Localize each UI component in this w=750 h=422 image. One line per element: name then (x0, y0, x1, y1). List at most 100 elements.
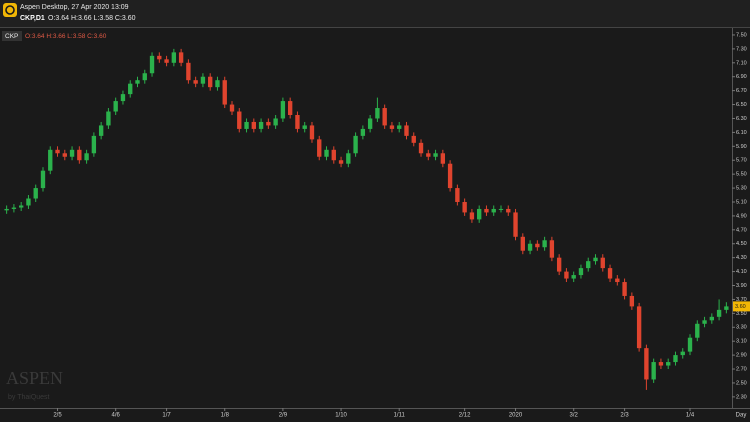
candle-body (91, 135, 97, 154)
candle-body (600, 257, 605, 269)
x-axis-label: Day (736, 413, 747, 419)
candle-body (513, 212, 518, 237)
candle-body (455, 188, 460, 202)
candle-body (331, 149, 336, 161)
candle-body (11, 207, 17, 209)
y-tick-label: 5.10 (736, 199, 747, 205)
candle-body (244, 121, 249, 129)
candle-body (491, 208, 496, 213)
candle-body (593, 257, 598, 262)
y-tick-label: 3.30 (736, 325, 747, 331)
y-tick-label: 3.50 (736, 311, 747, 317)
x-tick-label: 2/12 (459, 413, 471, 419)
candle-body (477, 208, 482, 220)
y-tick-label: 6.70 (736, 88, 747, 94)
x-tick-label: 1/7 (162, 413, 171, 419)
candle-body (622, 282, 627, 296)
candle-body (716, 309, 722, 317)
candle-body (404, 125, 409, 136)
candle-body (687, 337, 693, 352)
x-tick-label: 1/10 (335, 413, 347, 419)
app-icon-glyph (5, 5, 15, 15)
candle-body (128, 83, 133, 95)
y-tick-label: 4.50 (736, 241, 747, 247)
x-tick-label: 4/6 (112, 413, 121, 419)
candle-body (186, 62, 191, 81)
candle-body (251, 121, 256, 129)
last-price-box (733, 301, 750, 312)
candle-body (607, 268, 613, 279)
candle-body (680, 351, 685, 356)
candle-body (33, 188, 38, 199)
candle-body (418, 142, 424, 154)
candle-body (142, 73, 147, 81)
candle-body (615, 278, 620, 283)
candle-body (258, 121, 264, 129)
candle-body (266, 121, 271, 126)
y-tick-label: 7.50 (736, 32, 747, 38)
candle-body (237, 111, 242, 129)
candle-body (222, 80, 227, 105)
candle-body (382, 108, 387, 126)
candle-body (48, 149, 53, 171)
y-tick-label: 3.10 (736, 339, 747, 345)
candle-body (426, 153, 431, 157)
candle-body (106, 111, 111, 126)
y-tick-label: 6.10 (736, 130, 747, 136)
candle-body (571, 275, 576, 279)
candle-body (389, 125, 395, 129)
candle-body (62, 153, 67, 157)
candle-body (542, 240, 547, 248)
candle-body (229, 104, 235, 112)
candle-body (208, 76, 213, 88)
candle-body (695, 323, 700, 338)
x-tick-label: 3/2 (570, 413, 579, 419)
candle-body (171, 52, 177, 63)
chart-title: CKP (5, 33, 18, 40)
x-tick-label: 1/4 (686, 413, 695, 419)
header-bar (0, 0, 750, 27)
app-title: Aspen Desktop, 27 Apr 2020 13:09 (20, 4, 129, 11)
candle-body (506, 208, 511, 213)
y-tick-label: 3.90 (736, 283, 747, 289)
candle-body (26, 198, 31, 206)
candle-body (702, 320, 707, 324)
candle-body (651, 362, 656, 380)
y-tick-label: 2.50 (736, 380, 747, 386)
y-tick-label: 5.30 (736, 186, 747, 192)
candle-body (666, 362, 671, 366)
symbol: CKP,D1 (20, 15, 45, 22)
candle-body (77, 149, 82, 161)
last-price-label: 3.60 (735, 304, 746, 310)
candle-body (636, 306, 642, 349)
x-tick-label: 1/11 (394, 413, 406, 419)
y-tick-label: 5.70 (736, 158, 747, 164)
candle-body (586, 261, 591, 269)
x-tick-label: 2/5 (53, 413, 62, 419)
candle-body (556, 257, 562, 272)
app-icon (3, 3, 17, 17)
watermark: ASPEN (6, 368, 63, 388)
candle-body (353, 135, 358, 154)
candle-body (113, 101, 118, 112)
candle-body (178, 52, 184, 63)
y-tick-label: 4.90 (736, 213, 747, 219)
candle-body (462, 201, 467, 213)
candle-body (447, 163, 453, 189)
y-tick-label: 6.90 (736, 74, 747, 80)
candle-body (200, 76, 206, 84)
y-tick-label: 7.10 (736, 60, 747, 66)
x-tick-label: 1/8 (221, 413, 230, 419)
y-tick-label: 5.90 (736, 144, 747, 150)
y-tick-label: 4.10 (736, 269, 747, 275)
y-tick-label: 2.70 (736, 366, 747, 372)
candle-body (644, 348, 649, 380)
ohlc: O:3.64 H:3.66 L:3.58 C:3.60 (48, 15, 136, 22)
candle-body (527, 243, 533, 251)
y-tick-label: 2.30 (736, 394, 747, 400)
candle-body (135, 80, 140, 84)
candle-body (433, 153, 438, 157)
